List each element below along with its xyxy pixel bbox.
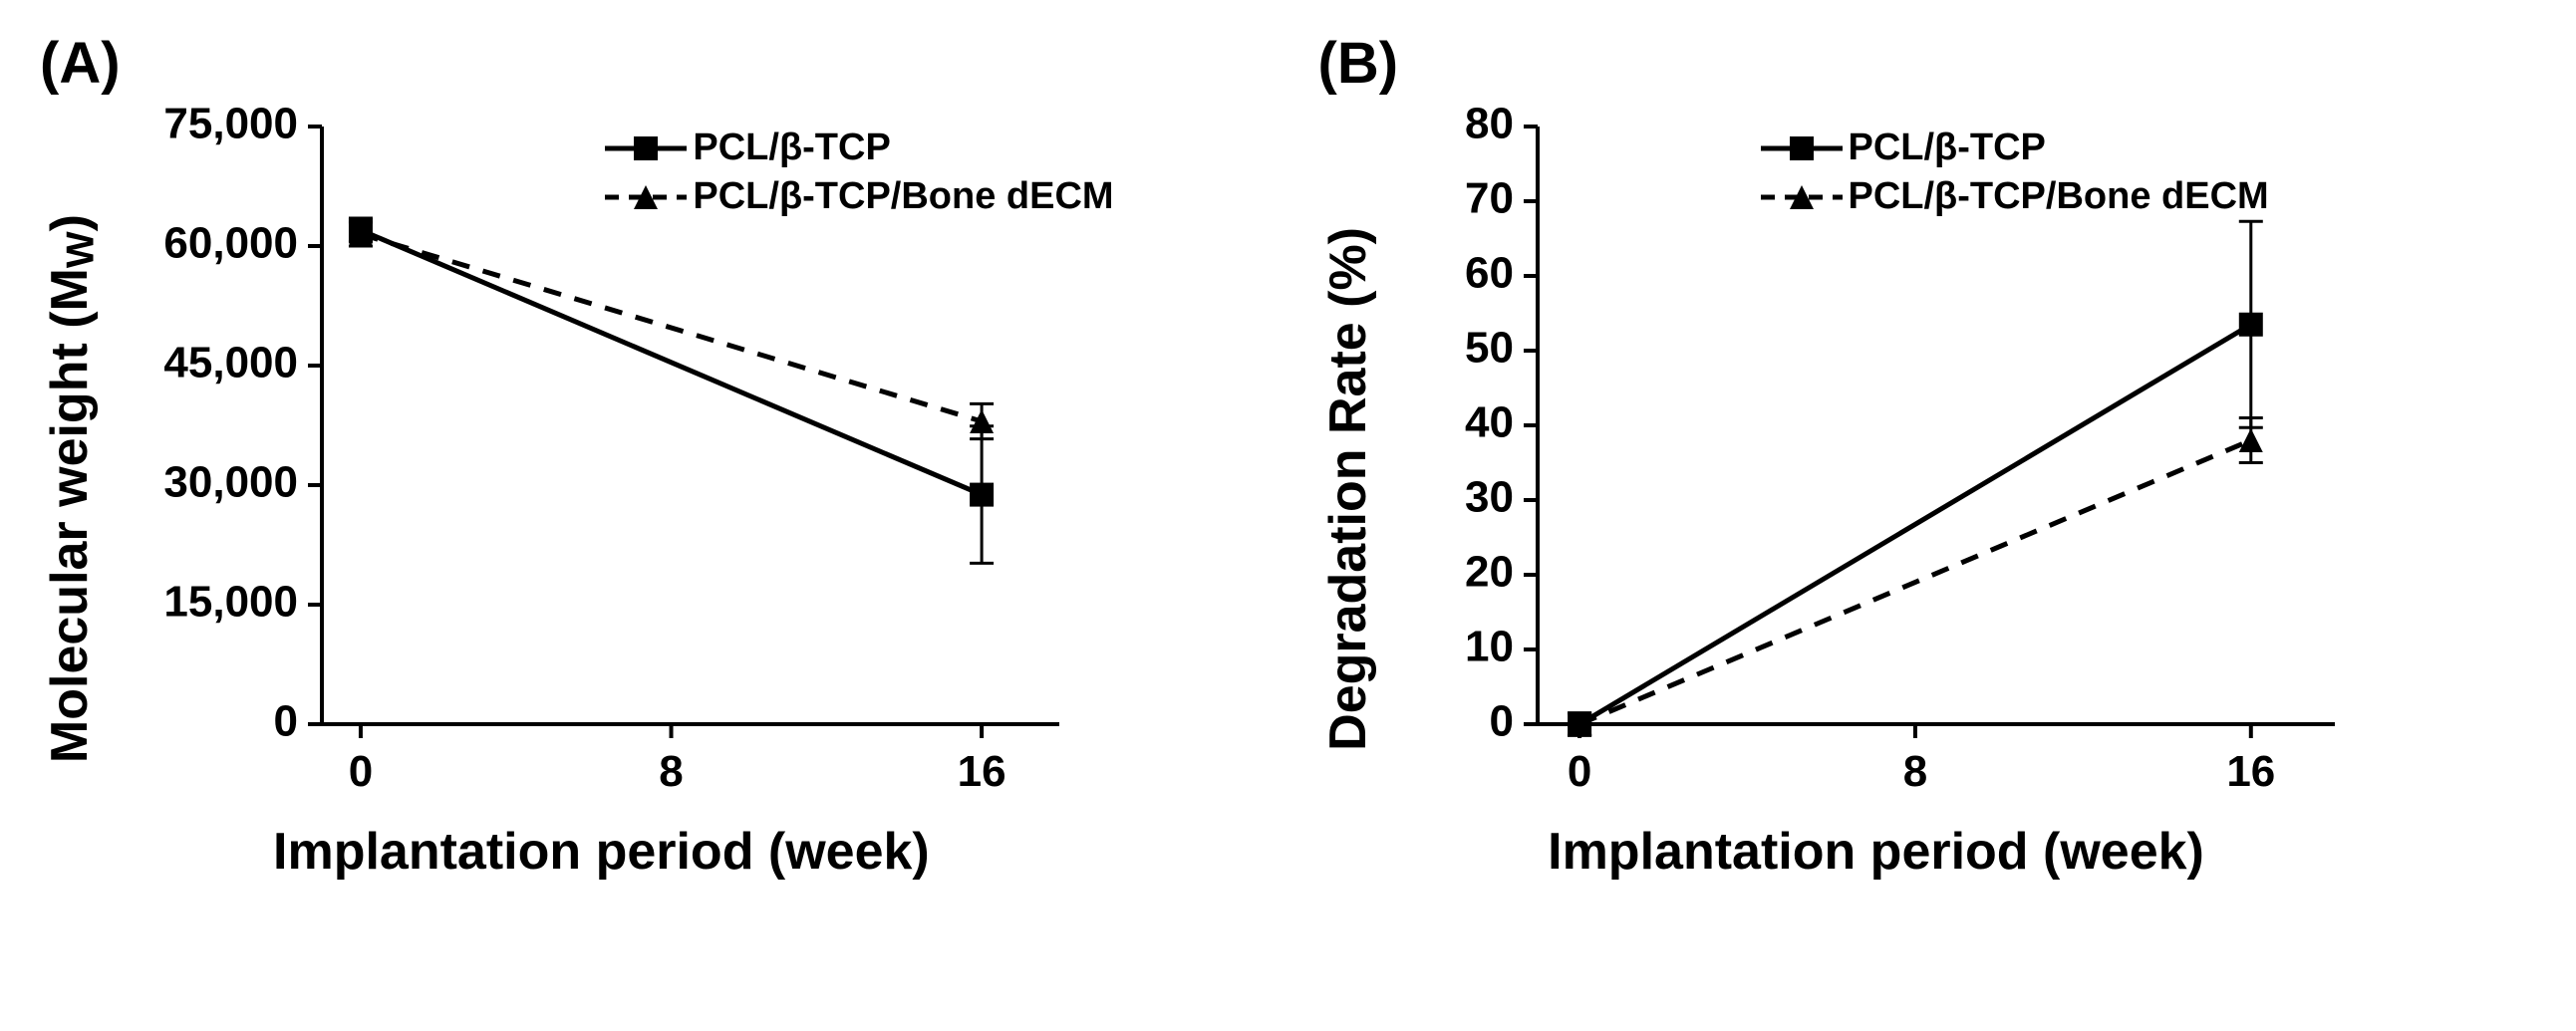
svg-text:60,000: 60,000: [164, 219, 299, 268]
svg-text:50: 50: [1465, 324, 1514, 373]
svg-text:30: 30: [1465, 473, 1514, 522]
panel-A-label: (A): [40, 30, 1259, 97]
panel-B: (B) Degradation Rate (%) 0 10 20 30 40 50 60 70…: [1318, 30, 2537, 882]
svg-text:75,000: 75,000: [164, 100, 299, 148]
legend-item: PCL/β-TCP: [601, 127, 1113, 169]
panel-A-xlabel: Implantation period (week): [273, 822, 930, 882]
svg-text:20: 20: [1465, 548, 1514, 597]
svg-text:30,000: 30,000: [164, 458, 299, 507]
legend-label: PCL/β-TCP/Bone dECM: [693, 175, 1113, 218]
legend-swatch-icon: [601, 177, 691, 217]
svg-text:60: 60: [1465, 249, 1514, 298]
legend-swatch-icon: [1757, 177, 1847, 217]
legend: PCL/β-TCP PCL/β-TCP/Bone dECM: [601, 127, 1113, 218]
legend-swatch-icon: [1757, 129, 1847, 168]
legend-item: PCL/β-TCP/Bone dECM: [1757, 175, 2269, 218]
panel-A: (A) Molecular weight (MW) 0 15,000 30,000 4…: [40, 30, 1259, 882]
svg-text:16: 16: [958, 747, 1006, 796]
svg-text:8: 8: [1902, 747, 1926, 796]
panel-B-chart: Degradation Rate (%) 0 10 20 30 40 50 60 70 80 0 8…: [1318, 97, 2537, 882]
svg-text:40: 40: [1465, 398, 1514, 447]
panel-A-ylabel: Molecular weight (MW): [40, 214, 103, 763]
legend-item: PCL/β-TCP/Bone dECM: [601, 175, 1113, 218]
svg-text:0: 0: [274, 697, 298, 746]
svg-text:10: 10: [1465, 623, 1514, 671]
svg-text:0: 0: [349, 747, 373, 796]
svg-text:45,000: 45,000: [164, 339, 299, 387]
legend-label: PCL/β-TCP: [1849, 127, 2046, 169]
legend: PCL/β-TCP PCL/β-TCP/Bone dECM: [1757, 127, 2269, 218]
legend-item: PCL/β-TCP: [1757, 127, 2269, 169]
svg-text:15,000: 15,000: [164, 578, 299, 627]
panel-B-label: (B): [1318, 30, 2537, 97]
panel-B-plot-area: 0 10 20 30 40 50 60 70 80 0 8 16 PCL/β-TCP PCL/β-TCP/…: [1388, 97, 2365, 814]
legend-label: PCL/β-TCP/Bone dECM: [1849, 175, 2269, 218]
svg-text:0: 0: [1567, 747, 1590, 796]
svg-text:16: 16: [2226, 747, 2275, 796]
panel-B-xlabel: Implantation period (week): [1548, 822, 2204, 882]
svg-text:80: 80: [1465, 100, 1514, 148]
legend-swatch-icon: [601, 129, 691, 168]
panel-A-plot-area: 0 15,000 30,000 45,000 60,000 75,000 0 8 16 PCL/β…: [113, 97, 1089, 814]
svg-text:8: 8: [660, 747, 684, 796]
panel-A-chart: Molecular weight (MW) 0 15,000 30,000 45,00…: [40, 97, 1259, 882]
svg-text:70: 70: [1465, 174, 1514, 223]
svg-text:0: 0: [1489, 697, 1513, 746]
legend-label: PCL/β-TCP: [693, 127, 890, 169]
panel-B-ylabel: Degradation Rate (%): [1318, 227, 1378, 751]
figure-container: (A) Molecular weight (MW) 0 15,000 30,000 4…: [0, 0, 2576, 1031]
